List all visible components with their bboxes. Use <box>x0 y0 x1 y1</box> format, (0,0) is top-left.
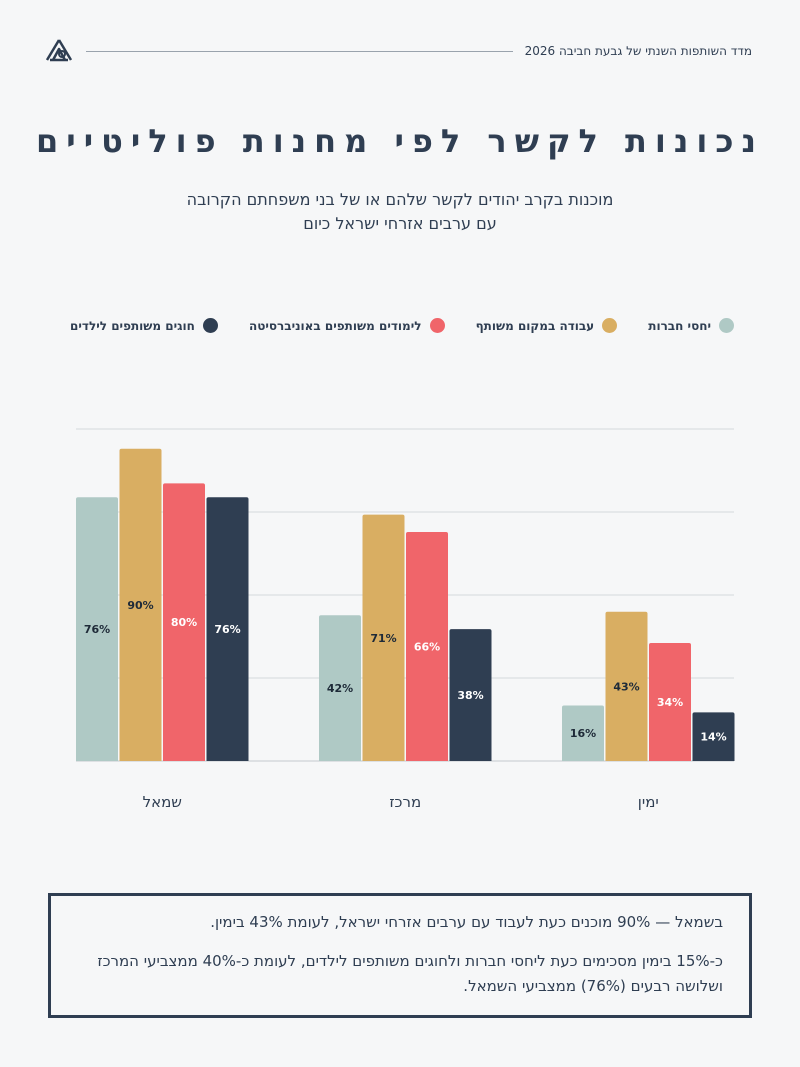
bar <box>76 497 118 761</box>
category-label: ימין <box>638 793 659 811</box>
page-title: נכונות לקשר לפי מחנות פוליטיים <box>36 122 764 160</box>
chart-legend: יחסי חברות עבודה במקום משותף לימודים משותפ… <box>70 318 734 333</box>
data-label: 80% <box>171 616 197 629</box>
bar <box>449 629 492 761</box>
chart-subtitle: מוכנות בקרב יהודים לקשר שלהם או של בני מ… <box>0 188 800 236</box>
legend-label: יחסי חברות <box>648 318 711 333</box>
note-line-2: כ-15% בימין מסכימים כעת ליחסי חברות ולחו… <box>97 952 723 995</box>
legend-swatch <box>602 318 618 333</box>
legend-swatch <box>719 318 734 333</box>
legend-swatch <box>202 318 218 333</box>
legend-item: לימודים משותפים באוניברסיטה <box>249 318 445 333</box>
bar <box>319 615 361 761</box>
legend-item: חוגים משותפים לילדים <box>70 318 218 333</box>
data-label: 43% <box>613 680 639 693</box>
logo-icon <box>45 39 73 62</box>
data-label: 66% <box>414 640 440 653</box>
data-label: 76% <box>214 623 240 636</box>
header-title: מדד השותפות השנתי של גבעת חביבה 2026 <box>524 44 752 58</box>
summary-note: בשמאל — 90% מוכנים כעת לעבוד עם ערבים אז… <box>48 893 752 1018</box>
data-label: 14% <box>700 731 726 744</box>
subtitle-line-1: מוכנות בקרב יהודים לקשר שלהם או של בני מ… <box>186 190 614 209</box>
legend-label: עבודה במקום משותף <box>475 318 595 333</box>
data-label: 38% <box>457 689 483 702</box>
header: מדד השותפות השנתי של גבעת חביבה 2026 <box>44 38 752 64</box>
data-label: 42% <box>327 682 353 695</box>
data-label: 34% <box>657 696 683 709</box>
data-label: 76% <box>84 623 110 636</box>
data-label: 16% <box>570 727 596 740</box>
legend-item: עבודה במקום משותף <box>476 318 618 333</box>
legend-label: לימודים משותפים באוניברסיטה <box>248 318 422 333</box>
bar <box>605 611 648 761</box>
bar <box>406 531 448 761</box>
category-label: שמאל <box>143 793 182 811</box>
bar <box>692 712 735 761</box>
note-line-1: בשמאל — 90% מוכנים כעת לעבוד עם ערבים אז… <box>210 913 723 931</box>
data-label: 71% <box>370 632 396 645</box>
bar <box>649 643 691 761</box>
bar <box>562 705 604 761</box>
data-label: 90% <box>127 599 153 612</box>
header-divider <box>86 50 513 52</box>
legend-swatch <box>429 318 445 333</box>
bar <box>362 514 405 761</box>
legend-item: יחסי חברות <box>648 318 734 333</box>
bar <box>206 497 249 761</box>
category-label: מרכז <box>389 793 421 811</box>
legend-label: חוגים משותפים לילדים <box>70 318 195 333</box>
bar-chart: 76% 90% 80% 76% שמאל 42% 71% 66% 38% מרכז 16% 43% 34… <box>76 428 735 811</box>
bar <box>163 483 205 761</box>
subtitle-line-2: עם ערבים אזרחי ישראל כיום <box>303 214 497 233</box>
bar <box>119 448 162 761</box>
